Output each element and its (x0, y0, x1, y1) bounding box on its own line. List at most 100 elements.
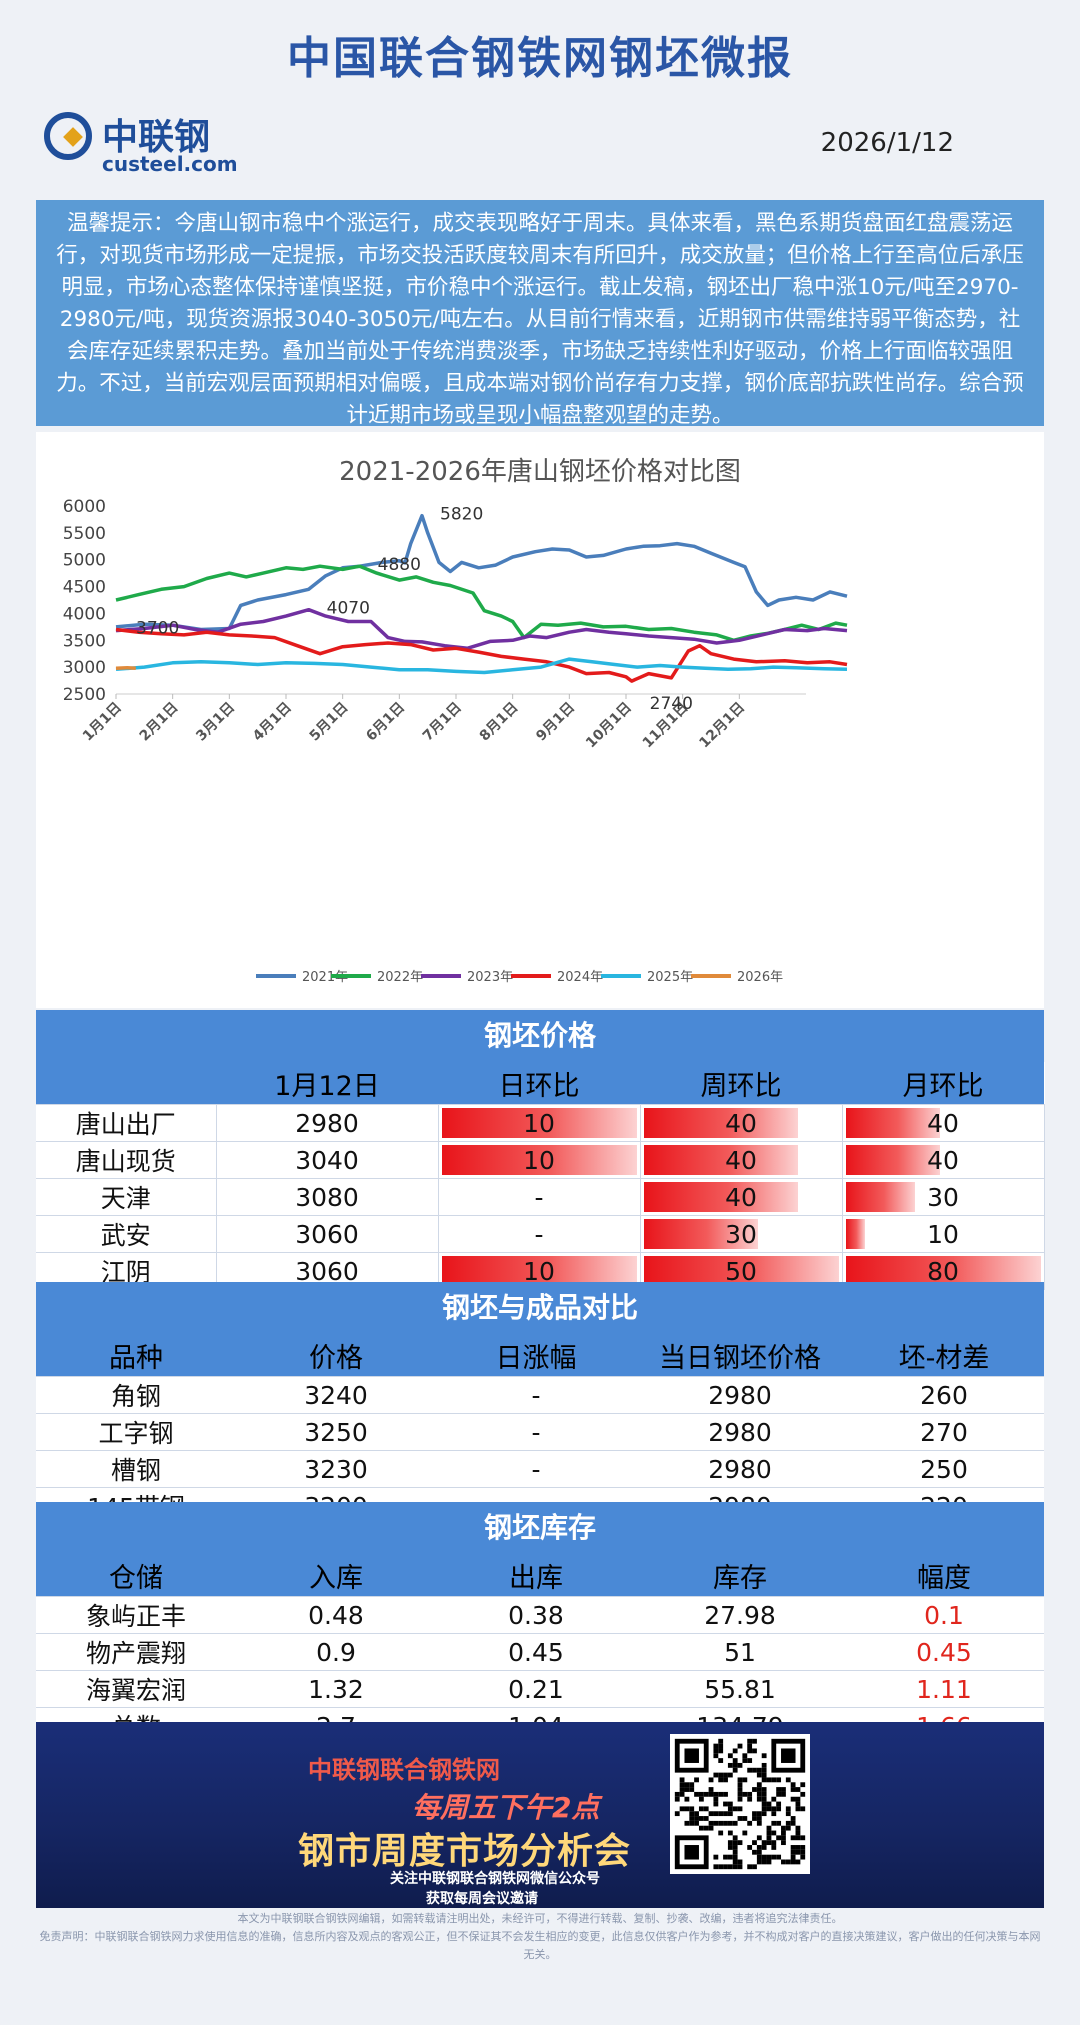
column-header: 仓储 (36, 1554, 236, 1597)
qr-module (713, 1748, 719, 1754)
x-tick-label: 5月1日 (307, 700, 352, 745)
x-tick-label: 3月1日 (193, 700, 238, 745)
qr-module (718, 1743, 724, 1749)
table-cell: - (436, 1376, 636, 1414)
qr-module (727, 1753, 733, 1759)
qr-module (795, 1801, 801, 1807)
qr-module (771, 1820, 777, 1826)
qr-module (713, 1791, 719, 1797)
logo-icon (44, 112, 92, 160)
price-table-title: 钢坯价格 (36, 1010, 1044, 1062)
qr-module (703, 1816, 709, 1821)
qr-module (785, 1777, 791, 1783)
table-cell: 角钢 (36, 1376, 236, 1414)
y-tick-label: 4000 (63, 604, 106, 624)
qr-module (761, 1801, 767, 1807)
stock-table-title: 钢坯库存 (36, 1502, 1044, 1554)
qr-module (752, 1816, 757, 1821)
qr-module (742, 1758, 748, 1763)
table-row: 天津 3080 - 40 30 (36, 1178, 1045, 1216)
qr-module (718, 1748, 724, 1754)
qr-module (752, 1811, 757, 1817)
qr-module (800, 1791, 806, 1797)
table-cell: 55.81 (636, 1670, 844, 1708)
qr-module (703, 1806, 709, 1812)
qr-module (781, 1859, 786, 1865)
change-value: 40 (725, 1108, 757, 1138)
qr-module (761, 1840, 767, 1846)
table-cell: 3250 (236, 1413, 436, 1451)
x-tick-label: 9月1日 (533, 700, 578, 745)
qr-module (694, 1811, 699, 1817)
qr-module (790, 1859, 796, 1865)
week-change: 40 (640, 1178, 843, 1216)
qr-module (689, 1806, 695, 1812)
banner-title: 钢市周度市场分析会 (298, 1831, 632, 1872)
qr-module (742, 1753, 748, 1759)
qr-module (800, 1782, 806, 1788)
change-value: 10 (927, 1219, 959, 1249)
change-bar (845, 1182, 915, 1212)
footer-disclaimer: 本文为中联钢联合钢铁网编辑，如需转载请注明出处，未经许可，不得进行转载、复制、抄… (36, 1910, 1044, 1990)
qr-module (795, 1796, 801, 1802)
qr-module (737, 1864, 743, 1870)
day-change: 10 (438, 1104, 641, 1142)
qr-module (795, 1787, 801, 1792)
banner-org: 中联钢联合钢铁网 (308, 1756, 500, 1784)
qr-module (689, 1816, 695, 1821)
qr-module (771, 1854, 777, 1860)
qr-module (790, 1835, 796, 1841)
promo-banner[interactable]: 中联钢联合钢铁网 每周五下午2点 钢市周度市场分析会 关注中联钢联合钢铁网微信公… (36, 1722, 1044, 1908)
change-bar (643, 1108, 799, 1138)
qr-module (756, 1816, 762, 1821)
qr-module (732, 1854, 738, 1860)
y-tick-label: 5000 (63, 551, 106, 571)
qr-module (698, 1825, 704, 1831)
qr-module (732, 1835, 738, 1841)
change-value: 40 (927, 1108, 959, 1138)
qr-module (756, 1767, 762, 1773)
qr-module (689, 1820, 695, 1826)
qr-module (679, 1777, 685, 1783)
qr-module (795, 1830, 801, 1836)
qr-module (723, 1820, 728, 1826)
qr-module (761, 1796, 767, 1802)
x-tick-label: 7月1日 (420, 700, 465, 745)
qr-module (761, 1845, 767, 1850)
qr-module (766, 1840, 772, 1846)
table-cell: 0.48 (236, 1596, 436, 1634)
qr-module (766, 1806, 772, 1812)
column-header: 日环比 (438, 1062, 640, 1105)
column-header: 1月12日 (216, 1062, 438, 1105)
qr-module (781, 1830, 786, 1836)
table-cell: 槽钢 (36, 1450, 236, 1488)
qr-module (727, 1845, 733, 1850)
table-row: 象屿正丰 0.48 0.38 27.98 0.1 (36, 1596, 1044, 1634)
legend-label: 2025年 (647, 970, 693, 985)
qr-module (766, 1859, 772, 1865)
qr-module (761, 1762, 767, 1768)
column-header: 周环比 (640, 1062, 842, 1105)
qr-module (752, 1840, 757, 1846)
qr-module (747, 1820, 753, 1826)
qr-module (742, 1777, 748, 1783)
stock-table: 仓储 入库 出库 库存 幅度 象屿正丰 0.48 0.38 27.98 0.1 物产震翔 0.9 0.4… (36, 1554, 1044, 1745)
banner-invite: 获取每周会议邀请 (426, 1891, 538, 1907)
annotation-label: 4880 (378, 555, 421, 575)
qr-module (776, 1777, 782, 1783)
qr-module (737, 1806, 743, 1812)
qr-module (752, 1748, 757, 1754)
column-header: 坯-材差 (844, 1334, 1044, 1377)
qr-module (776, 1791, 782, 1797)
week-change: 40 (640, 1141, 843, 1179)
qr-module (727, 1820, 733, 1826)
qr-code-icon[interactable] (670, 1734, 810, 1874)
qr-module (727, 1840, 733, 1846)
qr-module (800, 1835, 806, 1841)
qr-module (781, 1840, 786, 1846)
qr-module (790, 1796, 796, 1802)
change-bar (643, 1219, 759, 1249)
qr-module (781, 1787, 786, 1792)
qr-module (756, 1835, 762, 1841)
change-bar (845, 1219, 865, 1249)
